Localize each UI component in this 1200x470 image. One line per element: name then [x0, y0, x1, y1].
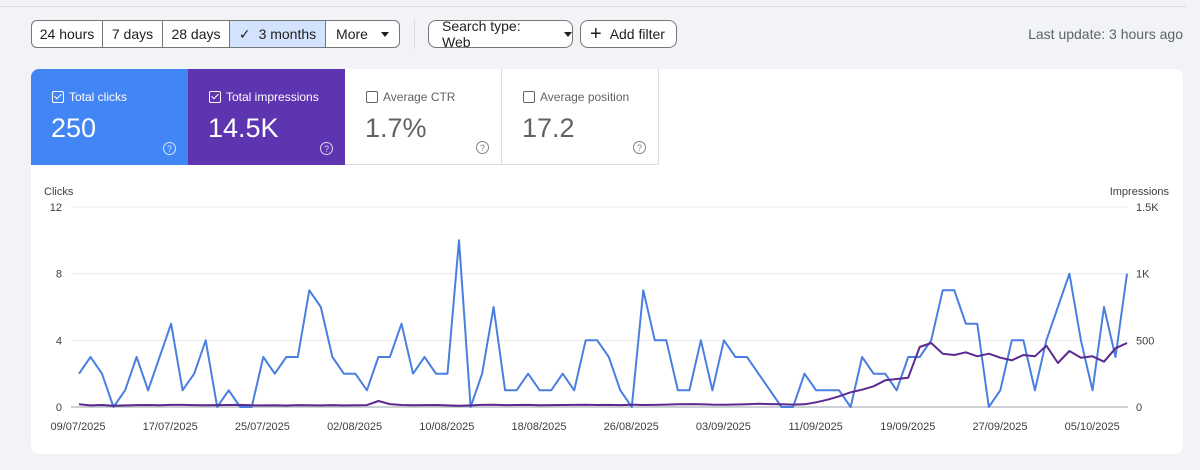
right-axis-title: Impressions — [1110, 186, 1170, 198]
metric-value: 1.7% — [365, 113, 427, 143]
right-tick-label: 500 — [1136, 335, 1154, 347]
x-tick-label: 18/08/2025 — [511, 421, 566, 433]
check-icon: ✓ — [238, 25, 251, 42]
metric-label-row: Total impressions — [209, 90, 319, 104]
left-tick-label: 12 — [50, 202, 62, 214]
range-label: 24 hours — [39, 26, 95, 42]
left-tick-label: 0 — [56, 402, 62, 414]
metric-average-ctr[interactable]: Average CTR 1.7% ? — [345, 69, 502, 165]
range-24-hours-button[interactable]: 24 hours — [32, 21, 103, 47]
metric-label-row: Total clicks — [52, 90, 127, 104]
x-tick-label: 02/08/2025 — [327, 421, 382, 433]
x-tick-label: 09/07/2025 — [50, 421, 105, 433]
metric-label-row: Average CTR — [366, 90, 455, 104]
caret-down-icon — [380, 31, 389, 37]
date-range-selector: 24 hours 7 days 28 days ✓ 3 months More — [31, 20, 400, 48]
metric-total-clicks[interactable]: Total clicks 250 ? — [31, 69, 188, 165]
help-icon[interactable]: ? — [163, 142, 176, 155]
x-tick-label: 26/08/2025 — [604, 421, 659, 433]
x-tick-label: 19/09/2025 — [880, 421, 935, 433]
range-label: 28 days — [171, 26, 221, 42]
checkbox-checked-icon[interactable] — [209, 91, 221, 103]
x-tick-label: 10/08/2025 — [419, 421, 474, 433]
checkbox-unchecked-icon[interactable] — [366, 91, 378, 103]
caret-down-icon — [564, 31, 572, 37]
series-line-impressions — [78, 342, 1128, 407]
search-type-dropdown[interactable]: Search type: Web — [428, 18, 573, 50]
metric-label: Average position — [540, 90, 630, 104]
series-line-clicks — [78, 239, 1128, 408]
range-7-days-button[interactable]: 7 days — [103, 21, 163, 47]
right-tick-label: 1.5K — [1136, 202, 1159, 214]
metric-value: 250 — [51, 113, 97, 143]
left-axis-title: Clicks — [44, 186, 74, 198]
last-update-text: Last update: 3 hours ago — [1028, 26, 1183, 42]
right-tick-label: 1K — [1136, 269, 1150, 281]
range-28-days-button[interactable]: 28 days — [163, 21, 230, 47]
range-label: More — [336, 26, 368, 42]
left-tick-label: 4 — [56, 335, 62, 347]
add-filter-label: Add filter — [609, 26, 665, 42]
metric-average-position[interactable]: Average position 17.2 ? — [502, 69, 659, 165]
metric-label: Average CTR — [383, 90, 456, 104]
help-icon[interactable]: ? — [476, 141, 489, 154]
search-type-label: Search type: Web — [442, 18, 521, 50]
help-icon[interactable]: ? — [320, 142, 333, 155]
help-icon[interactable]: ? — [633, 141, 646, 154]
x-tick-label: 17/07/2025 — [143, 421, 198, 433]
x-tick-label: 25/07/2025 — [235, 421, 290, 433]
metric-label-row: Average position — [523, 90, 629, 104]
left-tick-label: 8 — [56, 269, 62, 281]
metric-value: 17.2 — [522, 113, 575, 143]
metric-label: Total clicks — [69, 90, 128, 104]
metric-value: 14.5K — [208, 113, 279, 143]
metric-label: Total impressions — [226, 90, 319, 104]
filter-toolbar: 24 hours 7 days 28 days ✓ 3 months More S… — [31, 18, 1191, 50]
range-label: 7 days — [111, 26, 154, 42]
plus-icon: + — [590, 23, 602, 45]
right-tick-label: 0 — [1136, 402, 1142, 414]
range-3-months-button[interactable]: ✓ 3 months — [230, 21, 326, 47]
performance-card: Total clicks 250 ? Total impressions 14.… — [31, 69, 1183, 454]
checkbox-unchecked-icon[interactable] — [523, 91, 535, 103]
range-more-button[interactable]: More — [326, 21, 399, 47]
top-divider — [0, 0, 1186, 7]
metric-total-impressions[interactable]: Total impressions 14.5K ? — [188, 69, 345, 165]
add-filter-button[interactable]: + Add filter — [580, 20, 677, 48]
x-tick-label: 05/10/2025 — [1065, 421, 1120, 433]
range-label: 3 months — [258, 26, 317, 42]
x-tick-label: 03/09/2025 — [696, 421, 751, 433]
x-tick-label: 27/09/2025 — [972, 421, 1027, 433]
x-tick-label: 11/09/2025 — [788, 421, 842, 433]
checkbox-checked-icon[interactable] — [52, 91, 64, 103]
toolbar-separator — [414, 19, 415, 49]
